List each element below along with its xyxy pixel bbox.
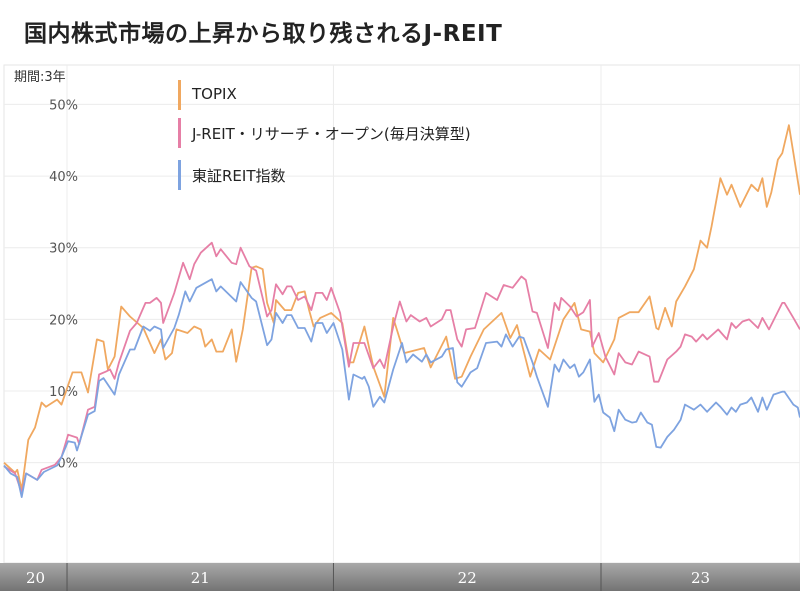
series-line — [3, 241, 800, 494]
series-line — [3, 124, 800, 491]
legend-label: 東証REIT指数 — [192, 167, 286, 185]
legend-swatch — [178, 80, 181, 110]
y-tick-label: 0% — [57, 457, 78, 472]
y-tick-label: 50% — [49, 98, 78, 113]
y-tick-label: 30% — [49, 242, 78, 257]
legend-label: J-REIT・リサーチ・オープン(毎月決算型) — [192, 125, 471, 143]
y-tick-label: 10% — [49, 385, 78, 400]
y-tick-label: 40% — [49, 170, 78, 185]
x-axis-bar: 20 21 22 23 — [0, 563, 800, 591]
chart-title: 国内株式市場の上昇から取り残されるJ-REIT — [24, 21, 503, 47]
y-tick-label: 20% — [49, 313, 78, 328]
x-axis-background — [0, 563, 800, 591]
period-label: 期間:3年 — [14, 70, 66, 85]
x-tick-label: 23 — [691, 569, 710, 587]
x-tick-label: 21 — [191, 569, 210, 587]
series-line — [3, 278, 800, 498]
x-tick-label: 22 — [458, 569, 477, 587]
x-tick-label: 20 — [26, 569, 45, 587]
y-axis-ticks: 0% 10% 20% 30% 40% 50% — [49, 98, 78, 471]
legend-label: TOPIX — [192, 85, 237, 103]
legend-swatch — [178, 118, 181, 148]
series-lines — [3, 124, 800, 498]
legend-swatch — [178, 160, 181, 190]
